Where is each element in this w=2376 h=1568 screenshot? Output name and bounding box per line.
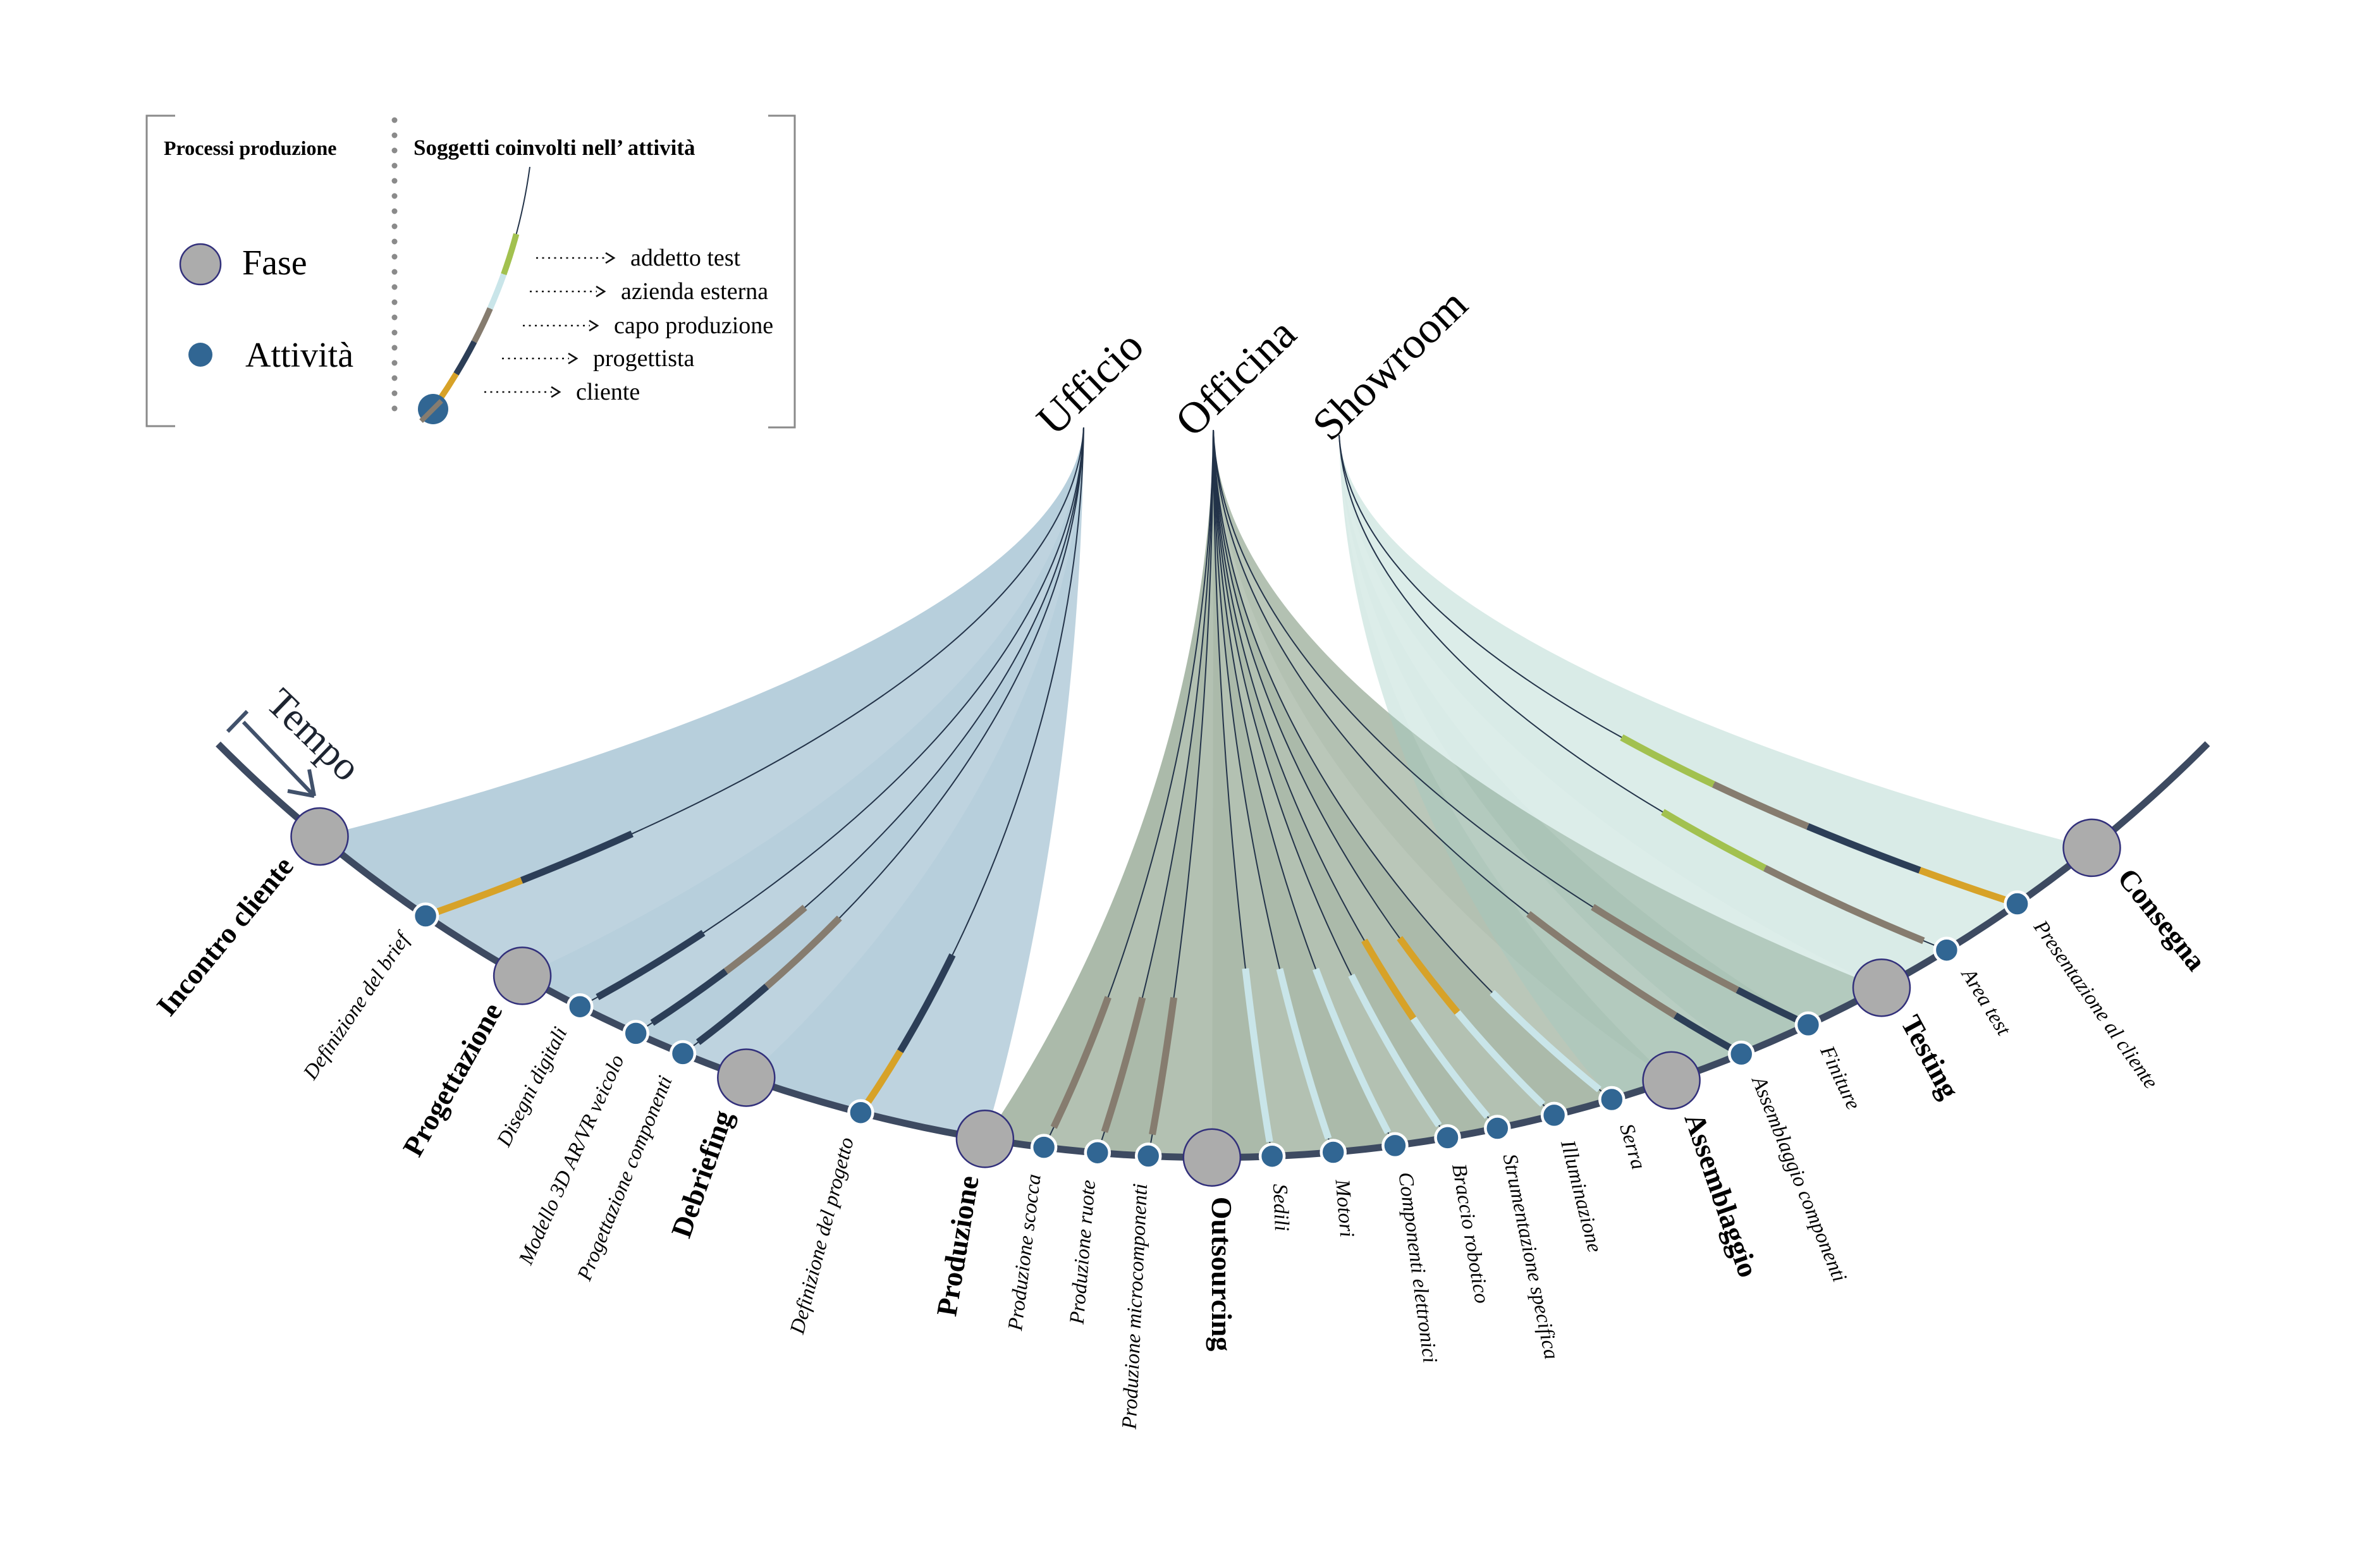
svg-text:Processi produzione: Processi produzione [164,137,336,159]
svg-text:addetto test: addetto test [630,245,741,271]
svg-text:Soggetti coinvolti nell’ attiv: Soggetti coinvolti nell’ attività [413,135,695,160]
svg-text:Outsourcing: Outsourcing [1206,1197,1238,1352]
svg-text:progettista: progettista [593,345,695,372]
svg-text:azienda esterna: azienda esterna [621,278,768,305]
svg-text:Motori: Motori [1330,1178,1358,1238]
svg-text:Fase: Fase [242,243,307,283]
svg-text:capo produzione: capo produzione [614,312,773,339]
svg-text:cliente: cliente [576,379,640,405]
svg-text:Sedili: Sedili [1268,1184,1293,1232]
svg-text:Attività: Attività [245,336,353,375]
